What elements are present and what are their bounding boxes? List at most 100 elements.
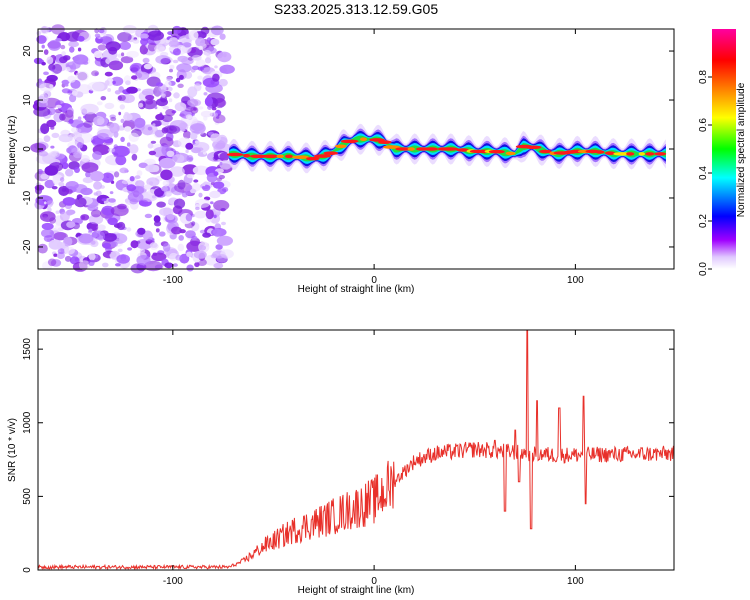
noise-blob — [101, 198, 107, 202]
noise-blob — [167, 86, 173, 92]
noise-blob — [186, 251, 193, 257]
ridge-band — [227, 123, 667, 174]
noise-blob — [100, 96, 107, 101]
noise-blob — [177, 83, 184, 89]
noise-blob — [126, 142, 131, 147]
noise-blob — [110, 116, 117, 122]
colorbar-ticks: 0.0 0.2 0.4 0.6 0.8 — [698, 70, 712, 276]
noise-blob — [156, 82, 163, 87]
noise-blob — [40, 211, 56, 223]
noise-blob — [191, 221, 196, 227]
noise-blob — [78, 129, 82, 133]
noise-blob — [75, 132, 94, 143]
noise-blob — [139, 124, 158, 135]
noise-blob — [64, 83, 69, 87]
noise-blob — [212, 73, 220, 82]
noise-blob — [220, 208, 226, 212]
noise-blob — [119, 41, 131, 50]
noise-blob — [204, 57, 212, 64]
noise-blob — [71, 127, 78, 133]
noise-blob — [34, 184, 45, 191]
noise-blob — [209, 190, 221, 199]
noise-blob — [219, 33, 226, 40]
y-tick-label: -20 — [22, 239, 33, 254]
noise-blob — [102, 262, 109, 268]
noise-blob — [120, 136, 125, 142]
noise-blob — [154, 44, 165, 53]
noise-blob — [193, 107, 197, 111]
noise-blob — [221, 221, 226, 226]
noise-blob — [198, 45, 203, 51]
noise-blob — [107, 147, 116, 153]
noise-blob — [176, 63, 192, 73]
x-tick-label: 100 — [567, 576, 584, 587]
noise-blob — [182, 42, 192, 48]
noise-blob — [36, 35, 47, 44]
noise-blob — [166, 76, 173, 81]
noise-blob — [71, 147, 80, 155]
colorbar-tick-label: 0.0 — [698, 262, 709, 276]
noise-blob — [161, 186, 168, 192]
noise-blob — [171, 226, 182, 235]
ridge-hotspot — [407, 147, 415, 151]
noise-blob — [120, 56, 134, 64]
noise-blob — [93, 50, 103, 59]
noise-blob — [117, 94, 126, 102]
y-axis-label: Frequency (Hz) — [7, 116, 18, 185]
noise-blob — [205, 83, 223, 94]
noise-blob — [71, 90, 78, 96]
noise-blob — [164, 80, 172, 88]
noise-blob — [72, 184, 88, 193]
noise-blob — [177, 179, 186, 190]
ridge-hotspot — [360, 137, 367, 141]
noise-blob — [145, 94, 155, 101]
noise-blob — [169, 252, 178, 262]
noise-blob — [77, 35, 85, 42]
noise-blob — [41, 44, 45, 49]
noise-blob — [165, 39, 170, 44]
noise-blob — [80, 214, 90, 221]
noise-blob — [191, 65, 200, 71]
noise-blob — [112, 80, 116, 85]
ridge-hotspot — [383, 145, 401, 149]
noise-blob — [210, 25, 224, 36]
noise-blob — [162, 105, 170, 110]
noise-blob — [216, 254, 228, 263]
noise-blob — [57, 248, 65, 255]
noise-blob — [59, 56, 68, 64]
noise-blob — [148, 150, 157, 156]
noise-blob — [119, 104, 126, 110]
noise-blob — [213, 171, 219, 177]
noise-blob — [178, 74, 184, 80]
ridge-hotspot — [313, 154, 332, 158]
noise-blob — [76, 232, 81, 237]
noise-blob — [143, 63, 153, 70]
noise-blob — [140, 38, 149, 46]
noise-blob — [91, 70, 100, 77]
noise-blob — [213, 228, 222, 237]
noise-blob — [167, 31, 174, 36]
ridge-hotspot — [276, 154, 284, 159]
noise-blob — [53, 232, 68, 241]
noise-blob — [204, 96, 213, 107]
ridge-hotspot — [539, 149, 552, 154]
noise-blob — [153, 215, 161, 223]
noise-blob — [158, 231, 166, 237]
snr-frame — [37, 329, 675, 571]
noise-blob — [183, 131, 192, 139]
noise-blob — [124, 126, 132, 132]
noise-blob — [88, 214, 104, 225]
noise-blob — [126, 227, 132, 232]
y-tick-label: -10 — [22, 190, 33, 205]
noise-blob — [67, 75, 76, 83]
ridge-hotspot — [227, 152, 244, 157]
ridge-hotspot — [441, 147, 459, 151]
noise-blob — [135, 71, 150, 81]
noise-blob — [138, 162, 148, 169]
noise-blob — [53, 253, 58, 257]
noise-blob — [102, 242, 111, 249]
noise-blob — [136, 240, 141, 244]
noise-blob — [213, 214, 217, 219]
noise-blob — [50, 150, 60, 158]
noise-blob — [62, 197, 76, 206]
